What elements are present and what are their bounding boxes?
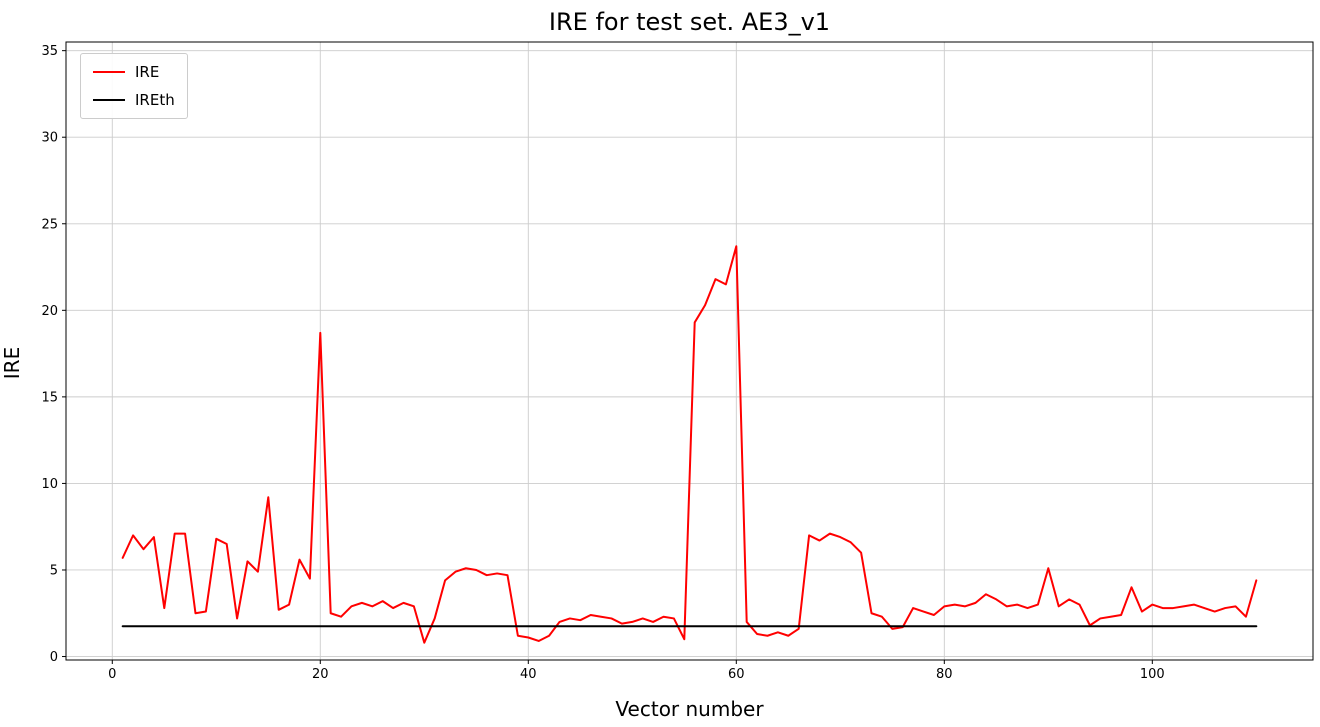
y-axis-label: IRE bbox=[0, 346, 24, 380]
legend-label-ire: IRE bbox=[135, 63, 160, 81]
legend: IRE IREth bbox=[80, 53, 188, 119]
x-tick-label: 100 bbox=[1140, 667, 1165, 682]
x-axis-label: Vector number bbox=[615, 697, 764, 721]
legend-line-sample-ire bbox=[93, 71, 125, 73]
x-tick-label: 80 bbox=[936, 667, 953, 682]
legend-entry-ireth: IREth bbox=[93, 91, 175, 109]
chart-title: IRE for test set. AE3_v1 bbox=[548, 8, 831, 36]
y-tick-label: 15 bbox=[41, 390, 58, 405]
y-tick-label: 30 bbox=[41, 131, 58, 146]
y-tick-label: 20 bbox=[41, 304, 58, 319]
y-tick-label: 10 bbox=[41, 477, 58, 492]
y-tick-label: 25 bbox=[41, 217, 58, 232]
legend-entry-ire: IRE bbox=[93, 63, 175, 81]
axes-border bbox=[65, 41, 1314, 661]
y-tick-label: 35 bbox=[41, 44, 58, 59]
x-tick-label: 60 bbox=[728, 667, 745, 682]
y-tick-label: 0 bbox=[50, 650, 58, 665]
y-tick-label: 5 bbox=[50, 563, 58, 578]
x-tick-label: 20 bbox=[312, 667, 329, 682]
legend-line-sample-ireth bbox=[93, 99, 125, 101]
x-tick-label: 40 bbox=[520, 667, 537, 682]
series-line-ire bbox=[121, 245, 1258, 644]
x-tick-label: 0 bbox=[108, 667, 116, 682]
legend-label-ireth: IREth bbox=[135, 91, 175, 109]
